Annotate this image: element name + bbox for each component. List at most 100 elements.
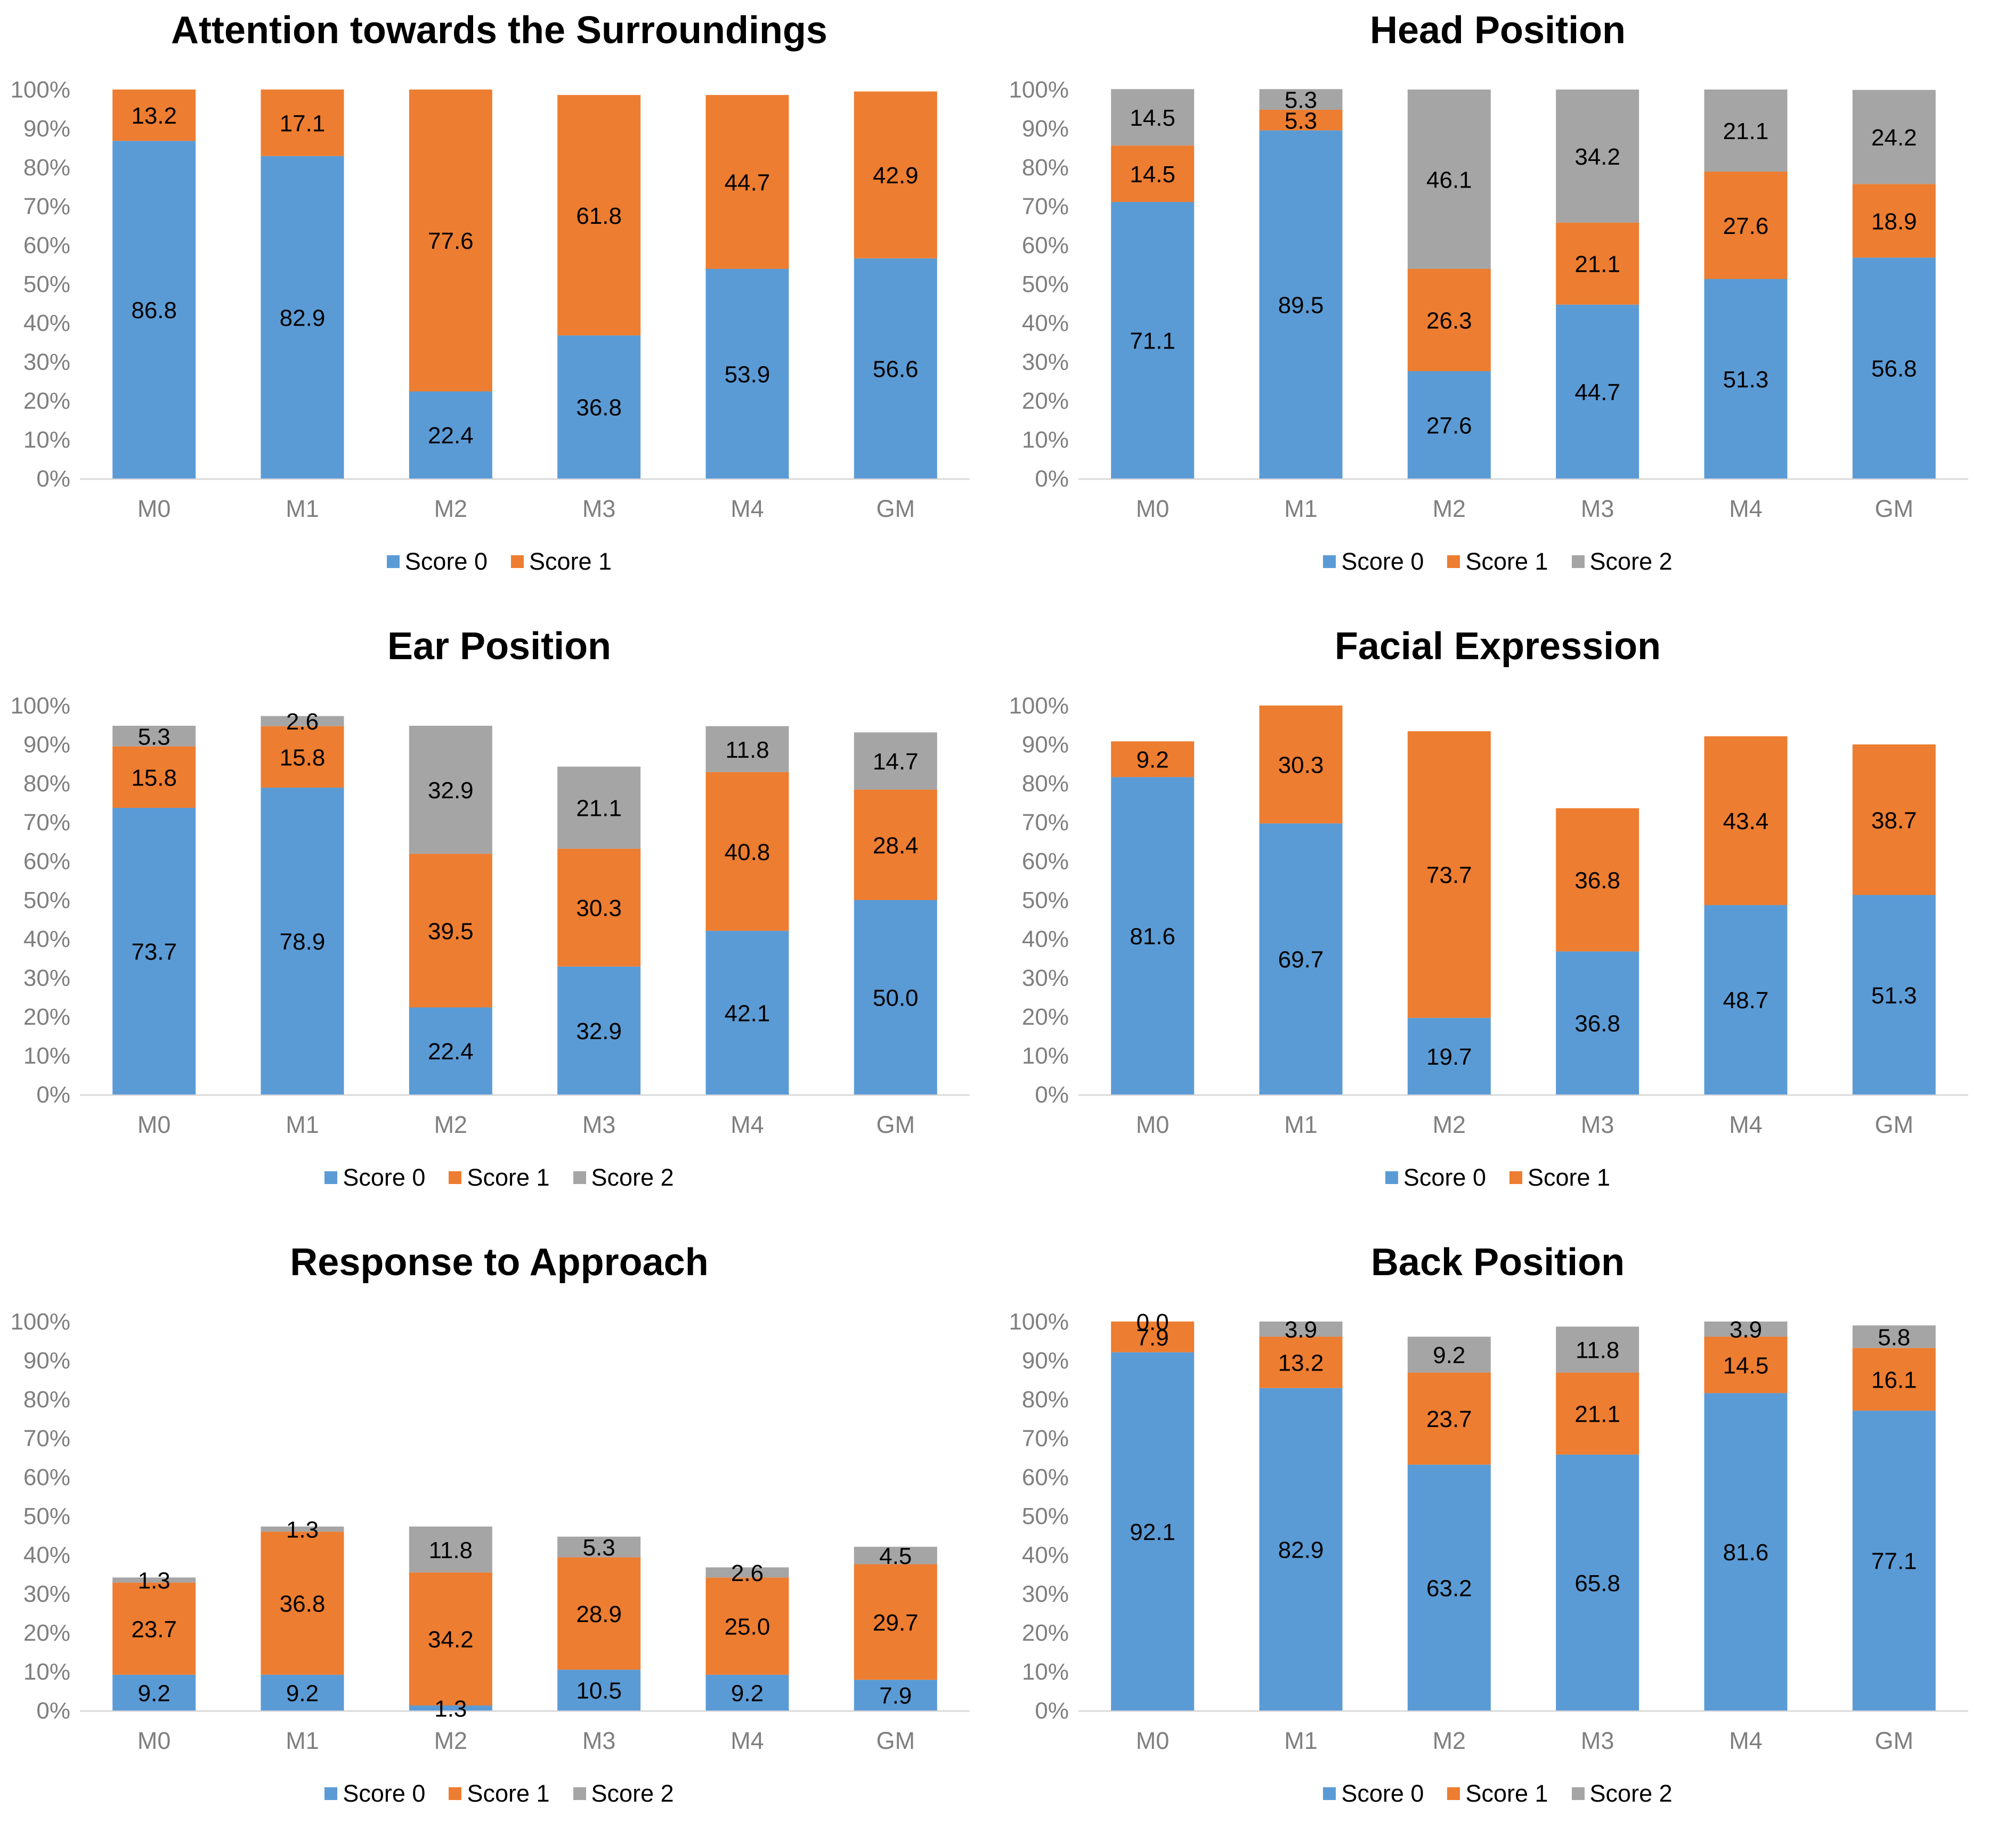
legend-item-score-1: Score 1 — [449, 1164, 550, 1192]
legend-item-score-0: Score 0 — [386, 548, 488, 576]
legend-label: Score 0 — [1341, 1780, 1424, 1807]
bar-score-1-m1 — [1259, 706, 1343, 824]
data-label: 36.8 — [280, 1591, 326, 1617]
y-tick-label: 10% — [23, 427, 70, 453]
y-tick-label: 40% — [1022, 926, 1069, 952]
data-label: 48.7 — [1723, 987, 1769, 1014]
bar-score-1-m1 — [1259, 109, 1343, 131]
data-label: 34.2 — [428, 1627, 474, 1653]
x-tick-label: M1 — [1284, 1111, 1318, 1138]
data-label: 14.5 — [1130, 105, 1175, 131]
x-tick-label: M4 — [730, 1111, 764, 1138]
y-tick-label: 40% — [1022, 310, 1069, 336]
legend-item-score-2: Score 2 — [573, 1164, 674, 1192]
bar-score-1-m2 — [409, 854, 492, 1008]
legend-item-score-0: Score 0 — [1323, 548, 1424, 576]
data-label: 29.7 — [873, 1610, 919, 1636]
data-label: 36.8 — [1574, 1011, 1620, 1037]
bar-score-0-m4 — [1704, 1393, 1788, 1711]
bar-score-1-m4 — [1704, 1336, 1788, 1393]
chart-plot-area: 0% 10% 20% 30% 40% 50% 60% 70% 80% 90% 100% 9.2 23.7… — [10, 1309, 970, 1754]
x-tick-label: M4 — [730, 1727, 764, 1754]
bar-score-2-m3 — [1556, 90, 1639, 223]
legend-swatch — [449, 1171, 462, 1184]
x-tick-label: M0 — [1136, 1111, 1170, 1138]
data-label: 9.2 — [1433, 1342, 1465, 1368]
x-tick-label: M2 — [1433, 1111, 1466, 1138]
x-tick-label: M3 — [1581, 1111, 1614, 1138]
bar-score-1-m2 — [1407, 1372, 1491, 1465]
y-tick-label: 50% — [1022, 271, 1069, 297]
chart-plot-area: 0% 10% 20% 30% 40% 50% 60% 70% 80% 90% 100% 81.6 9.2… — [1009, 693, 1968, 1138]
bar-score-0-m1 — [261, 788, 344, 1095]
legend-label: Score 1 — [1528, 1164, 1611, 1191]
data-label: 81.6 — [1130, 923, 1175, 950]
data-label: 5.3 — [1285, 87, 1317, 114]
bar-score-1-m4 — [1704, 172, 1788, 279]
bar-score-0-m0 — [1111, 201, 1195, 479]
data-label: 28.4 — [873, 832, 919, 858]
data-label: 23.7 — [131, 1616, 177, 1642]
bar-score-1-m0 — [112, 1582, 196, 1675]
data-label: 34.2 — [1574, 144, 1620, 170]
chart-title: Back Position — [1370, 1241, 1625, 1284]
legend-swatch — [573, 1787, 586, 1800]
bar-score-2-m2 — [1407, 1336, 1491, 1373]
bar-score-1-m0 — [1111, 145, 1195, 202]
bar-score-2-m1 — [261, 1526, 344, 1532]
bar-score-0-gm — [1852, 895, 1936, 1095]
y-tick-label: 50% — [1022, 1503, 1069, 1529]
data-label: 82.9 — [1278, 1537, 1324, 1563]
chart-legend: Score 0 Score 1 — [0, 548, 999, 576]
legend-swatch — [324, 1171, 338, 1184]
chart-title: Facial Expression — [1334, 625, 1661, 668]
bar-score-2-m1 — [261, 716, 344, 726]
bar-score-0-m1 — [1259, 130, 1343, 479]
bar-score-0-m0 — [1111, 1352, 1195, 1711]
chart-plot-area: 0% 10% 20% 30% 40% 50% 60% 70% 80% 90% 100% 86.8 13.… — [10, 77, 970, 522]
bar-score-1-m2 — [1407, 731, 1491, 1018]
data-label: 86.8 — [131, 297, 177, 323]
y-tick-label: 40% — [1022, 1542, 1069, 1568]
y-tick-label: 50% — [1022, 887, 1069, 913]
y-tick-label: 0% — [36, 1082, 70, 1108]
x-tick-label: M4 — [1729, 495, 1763, 522]
bar-score-1-m4 — [1704, 736, 1788, 905]
x-tick-label: GM — [876, 1727, 915, 1754]
y-tick-label: 70% — [23, 1425, 70, 1452]
bar-score-2-m0 — [112, 725, 196, 747]
y-tick-label: 0% — [1035, 466, 1069, 492]
y-tick-label: 100% — [10, 693, 70, 719]
bar-score-0-m1 — [1259, 1388, 1343, 1711]
bar-score-1-m1 — [261, 1531, 344, 1675]
y-tick-label: 10% — [23, 1659, 70, 1685]
bar-score-2-gm — [1852, 1325, 1936, 1348]
data-label: 5.8 — [1878, 1324, 1910, 1350]
data-label: 77.1 — [1871, 1549, 1917, 1575]
bar-score-0-m1 — [261, 1674, 344, 1711]
data-label: 61.8 — [576, 203, 622, 229]
y-tick-label: 0% — [36, 466, 70, 492]
y-tick-label: 10% — [23, 1043, 70, 1069]
bar-score-0-m4 — [705, 930, 789, 1095]
y-tick-label: 100% — [10, 1309, 70, 1335]
legend-item-score-1: Score 1 — [1447, 548, 1548, 576]
y-tick-label: 70% — [1022, 1425, 1069, 1452]
y-tick-label: 30% — [23, 349, 70, 375]
bar-score-2-gm — [1852, 90, 1936, 184]
bar-score-1-m3 — [1556, 1372, 1639, 1455]
bar-score-0-m0 — [112, 807, 196, 1095]
data-label: 3.9 — [1285, 1317, 1317, 1343]
data-label: 28.9 — [576, 1601, 622, 1627]
y-tick-label: 70% — [23, 193, 70, 220]
legend-swatch — [1385, 1171, 1398, 1184]
chart-panel-facial-expression: Facial Expression 0% 10% 20% 30% 40% 50% 60% 70%… — [999, 616, 1997, 1232]
bar-score-1-m4 — [705, 95, 789, 269]
bar-score-1-m4 — [705, 772, 789, 931]
bar-score-0-m2 — [1407, 1018, 1491, 1095]
data-label: 65.8 — [1574, 1570, 1620, 1596]
data-label: 36.8 — [1574, 868, 1620, 894]
legend-label: Score 1 — [1465, 1780, 1548, 1807]
x-tick-label: M2 — [434, 1111, 468, 1138]
